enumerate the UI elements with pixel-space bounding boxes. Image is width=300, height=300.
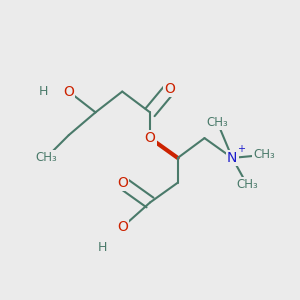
Text: CH₃: CH₃ <box>35 152 57 164</box>
Text: O: O <box>117 176 128 190</box>
Text: H: H <box>98 241 107 254</box>
Text: H: H <box>38 85 48 98</box>
Text: N: N <box>227 151 237 165</box>
Text: O: O <box>145 131 155 145</box>
Text: O: O <box>164 82 175 96</box>
Text: CH₃: CH₃ <box>206 116 228 129</box>
Text: O: O <box>117 220 128 234</box>
Text: O: O <box>63 85 74 98</box>
Text: +: + <box>237 144 245 154</box>
Text: CH₃: CH₃ <box>253 148 275 161</box>
Text: CH₃: CH₃ <box>236 178 258 191</box>
